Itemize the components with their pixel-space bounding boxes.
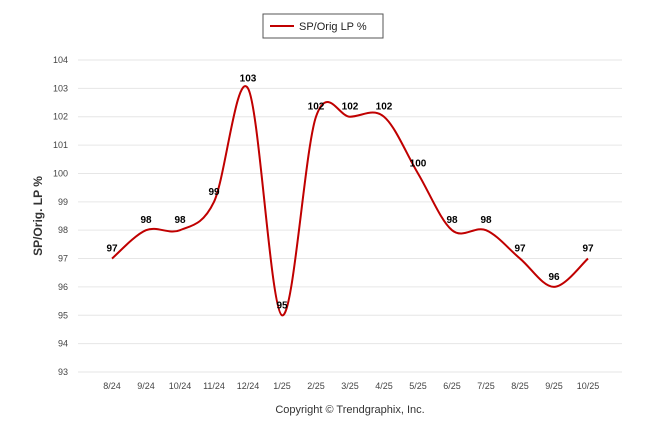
x-tick-label: 11/24 <box>203 381 225 391</box>
y-tick-label: 97 <box>58 254 68 264</box>
data-label: 103 <box>240 73 257 84</box>
copyright-text: Copyright © Trendgraphix, Inc. <box>275 404 424 416</box>
y-tick-label: 96 <box>58 282 68 292</box>
y-tick-label: 93 <box>58 367 68 377</box>
data-label: 102 <box>342 102 359 113</box>
x-tick-label: 6/25 <box>443 381 461 391</box>
data-label: 98 <box>480 215 492 226</box>
y-tick-label: 104 <box>53 55 68 65</box>
grid-lines <box>78 59 622 373</box>
series-line-path <box>111 85 589 317</box>
x-tick-label: 1/25 <box>273 381 291 391</box>
y-tick-label: 95 <box>58 310 68 320</box>
y-tick-label: 100 <box>53 168 68 178</box>
x-tick-label: 12/24 <box>237 381 260 391</box>
x-tick-label: 9/25 <box>545 381 563 391</box>
y-axis-title: SP/Orig. LP % <box>31 176 45 256</box>
y-tick-label: 103 <box>53 83 68 93</box>
y-tick-label: 99 <box>58 197 68 207</box>
data-label: 97 <box>106 244 118 255</box>
y-tick-label: 102 <box>53 112 68 122</box>
data-label: 98 <box>140 215 152 226</box>
x-axis-ticks: 8/24 9/24 10/24 11/24 12/24 1/25 2/25 3/25 4/25 5… <box>103 381 599 391</box>
series-line <box>111 85 589 317</box>
x-tick-label: 7/25 <box>477 381 495 391</box>
y-tick-label: 94 <box>58 339 68 349</box>
data-label: 97 <box>582 244 594 255</box>
data-label: 99 <box>208 187 220 198</box>
x-tick-label: 10/24 <box>169 381 192 391</box>
data-label: 100 <box>410 158 427 169</box>
y-tick-label: 101 <box>53 140 68 150</box>
x-tick-label: 10/25 <box>577 381 600 391</box>
data-label: 96 <box>548 272 560 283</box>
data-label: 97 <box>514 244 526 255</box>
x-tick-label: 2/25 <box>307 381 325 391</box>
legend-label: SP/Orig LP % <box>299 21 367 33</box>
data-label: 98 <box>174 215 186 226</box>
legend: SP/Orig LP % <box>262 13 384 39</box>
x-tick-label: 4/25 <box>375 381 393 391</box>
data-label: 98 <box>446 215 458 226</box>
x-tick-label: 3/25 <box>341 381 359 391</box>
data-labels: 97 98 98 99 103 95 102 102 102 100 98 98 97 96 97 <box>106 73 594 311</box>
x-tick-label: 9/24 <box>137 381 155 391</box>
x-tick-label: 8/25 <box>511 381 529 391</box>
x-tick-label: 5/25 <box>409 381 427 391</box>
data-label: 102 <box>376 102 393 113</box>
data-label: 95 <box>276 300 288 311</box>
y-tick-label: 98 <box>58 225 68 235</box>
x-tick-label: 8/24 <box>103 381 121 391</box>
data-label: 102 <box>308 102 325 113</box>
y-axis-ticks: 93 94 95 96 97 98 99 100 101 102 103 104 <box>53 55 68 377</box>
